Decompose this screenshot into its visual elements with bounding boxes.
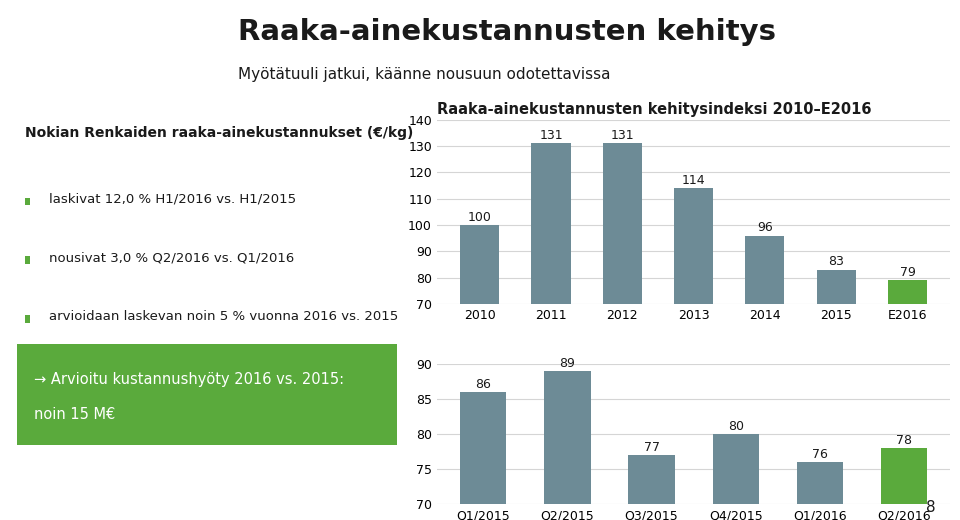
Bar	[460, 225, 499, 489]
Bar	[629, 455, 675, 520]
Bar	[817, 270, 855, 489]
Bar	[25, 256, 30, 264]
Text: 131: 131	[540, 129, 563, 142]
Bar	[532, 144, 570, 489]
Text: 77: 77	[643, 441, 660, 454]
Bar	[797, 462, 843, 520]
Text: Raaka-ainekustannusten kehitys: Raaka-ainekustannusten kehitys	[238, 18, 777, 46]
Text: 86: 86	[475, 378, 492, 391]
Text: Myötätuuli jatkui, käänne nousuun odotettavissa: Myötätuuli jatkui, käänne nousuun odotet…	[238, 67, 611, 82]
Text: nokian®: nokian®	[65, 28, 151, 46]
Text: 100: 100	[468, 211, 492, 224]
Text: TYRES: TYRES	[60, 59, 156, 85]
Bar	[674, 188, 713, 489]
Text: 76: 76	[812, 448, 828, 461]
Text: 78: 78	[896, 434, 912, 447]
Bar	[880, 448, 927, 520]
Text: 83: 83	[828, 255, 844, 268]
Text: nousivat 3,0 % Q2/2016 vs. Q1/2016: nousivat 3,0 % Q2/2016 vs. Q1/2016	[49, 252, 294, 265]
Bar	[25, 198, 30, 205]
Bar	[603, 144, 642, 489]
Bar	[712, 434, 758, 520]
Bar	[888, 280, 927, 489]
Bar	[25, 315, 30, 322]
Text: 114: 114	[682, 174, 706, 187]
Text: 80: 80	[728, 420, 744, 433]
Bar	[745, 236, 784, 489]
Text: 131: 131	[611, 129, 635, 142]
Text: 79: 79	[900, 266, 916, 279]
Bar	[460, 392, 507, 520]
Bar	[17, 344, 397, 445]
Text: noin 15 M€: noin 15 M€	[34, 407, 115, 422]
Text: → Arvioitu kustannushyöty 2016 vs. 2015:: → Arvioitu kustannushyöty 2016 vs. 2015:	[34, 372, 344, 387]
Bar	[544, 371, 590, 520]
Text: arvioidaan laskevan noin 5 % vuonna 2016 vs. 2015: arvioidaan laskevan noin 5 % vuonna 2016…	[49, 310, 397, 323]
Text: Raaka-ainekustannusten kehitysindeksi 2010–E2016: Raaka-ainekustannusten kehitysindeksi 20…	[437, 102, 872, 117]
Text: laskivat 12,0 % H1/2016 vs. H1/2015: laskivat 12,0 % H1/2016 vs. H1/2015	[49, 193, 296, 206]
Text: 89: 89	[560, 357, 575, 370]
Text: Nokian Renkaiden raaka-ainekustannukset (€/kg): Nokian Renkaiden raaka-ainekustannukset …	[25, 126, 414, 140]
Text: 8: 8	[926, 500, 936, 515]
Text: 96: 96	[757, 221, 773, 234]
